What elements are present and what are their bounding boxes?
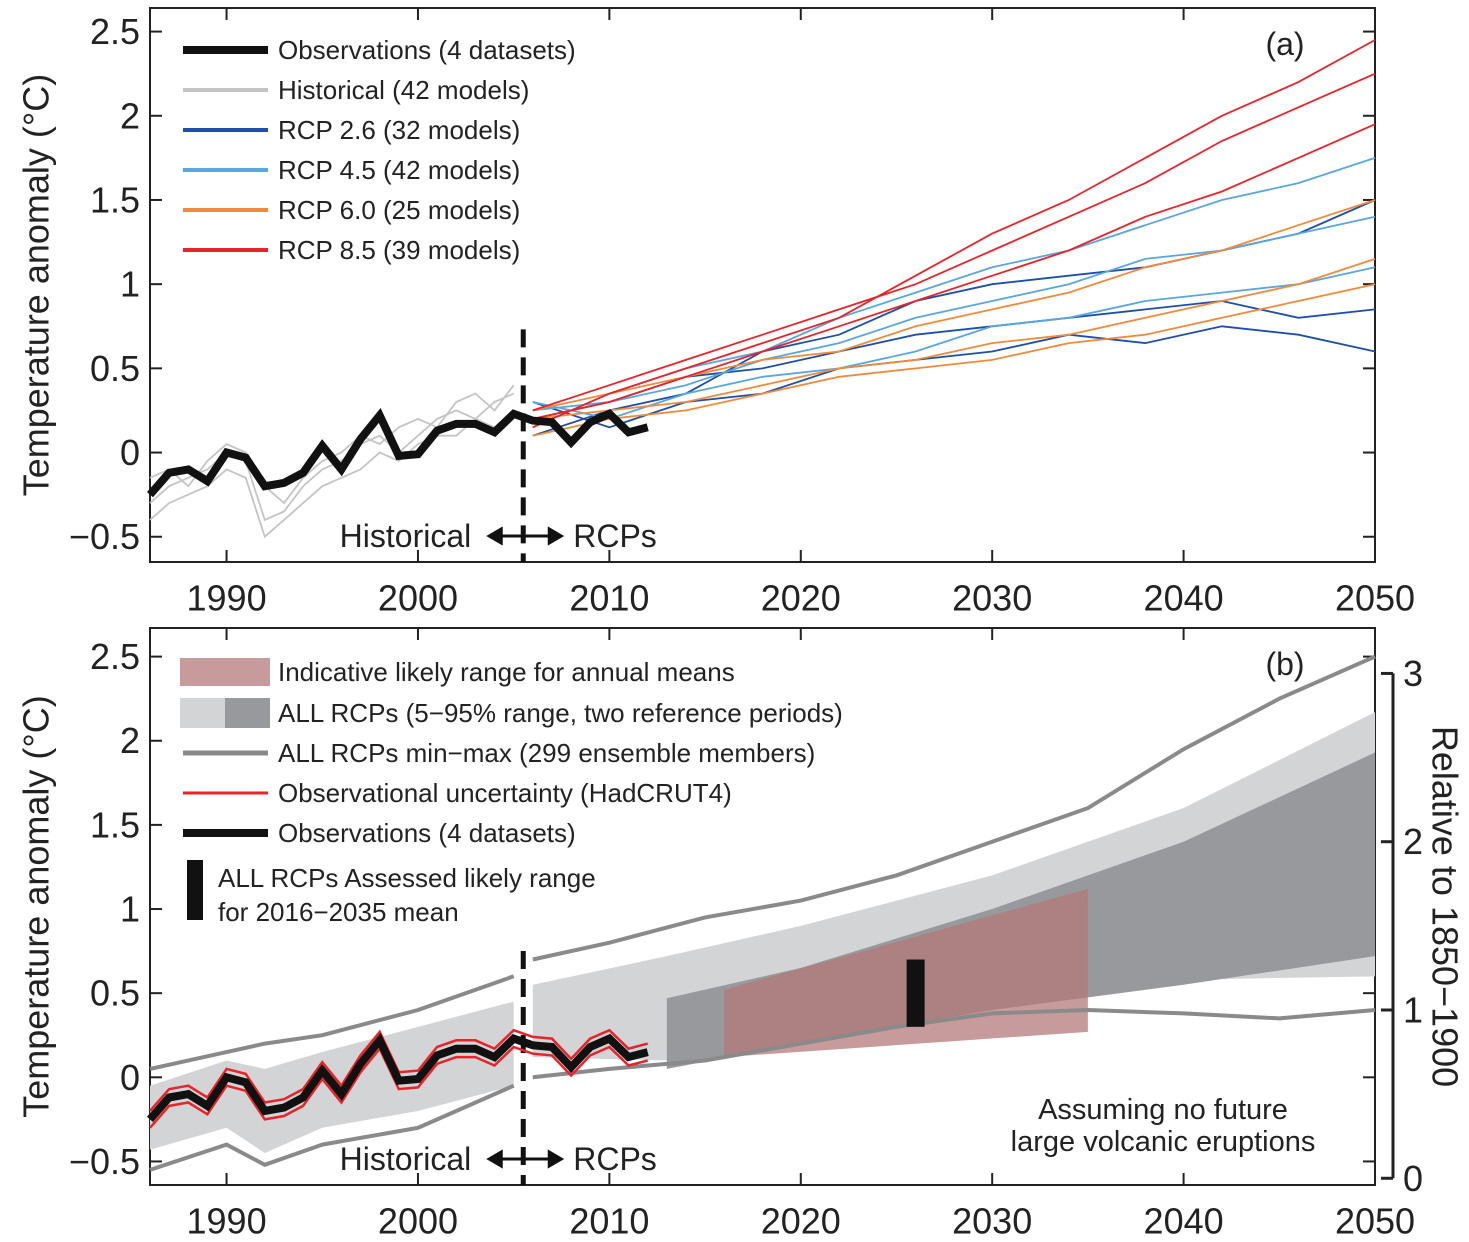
legend-label: Observational uncertainty (HadCRUT4) — [278, 778, 732, 808]
y-tick-label: 0 — [120, 432, 140, 473]
x-tick-label: 2050 — [1335, 1201, 1415, 1242]
annotation: large volcanic eruptions — [1011, 1126, 1316, 1158]
x-tick-label: 2040 — [1144, 1201, 1224, 1242]
x-tick-label: 2050 — [1335, 578, 1415, 619]
annotation: RCPs — [573, 518, 657, 554]
y2-tick-label: 0 — [1403, 1158, 1423, 1199]
model-line — [532, 258, 1376, 420]
legend-label: RCP 6.0 (25 models) — [278, 195, 520, 225]
legend-label: ALL RCPs min−max (299 ensemble members) — [278, 738, 815, 768]
x-tick-label: 2040 — [1144, 578, 1224, 619]
y-tick-label: −0.5 — [69, 516, 140, 557]
annotation: RCPs — [573, 1141, 657, 1177]
legend-swatch — [180, 658, 270, 686]
y-tick-label: 0 — [120, 1057, 140, 1098]
annotation: Historical — [340, 1141, 472, 1177]
x-tick-label: 2030 — [952, 578, 1032, 619]
model-line — [532, 215, 1376, 412]
model-line — [532, 199, 1376, 412]
x-tick-label: 2010 — [569, 578, 649, 619]
annotation: Historical — [340, 518, 472, 554]
y-tick-label: 0.5 — [90, 348, 140, 389]
model-line — [532, 266, 1376, 420]
legend-label: RCP 2.6 (32 models) — [278, 115, 520, 145]
legend-label: Indicative likely range for annual means — [278, 657, 735, 687]
model-line — [149, 384, 515, 505]
y2-tick-label: 1 — [1403, 989, 1423, 1030]
y-tick-label: 2.5 — [90, 11, 140, 52]
legend-label: for 2016−2035 mean — [218, 897, 459, 927]
y2-axis-label: Relative to 1850−1900 — [1425, 726, 1466, 1087]
arrow — [486, 526, 565, 546]
y-tick-label: −0.5 — [69, 1141, 140, 1182]
y-tick-label: 1.5 — [90, 804, 140, 845]
y2-tick-label: 3 — [1403, 653, 1423, 694]
observation-line — [146, 408, 649, 498]
min-max-line — [149, 1007, 1376, 1172]
y-tick-label: 1 — [120, 264, 140, 305]
arrow — [486, 1149, 565, 1169]
x-tick-label: 2010 — [569, 1201, 649, 1242]
legend-label: ALL RCPs Assessed likely range — [218, 863, 596, 893]
model-line — [532, 325, 1376, 429]
y-tick-label: 1 — [120, 889, 140, 930]
y-tick-label: 2 — [120, 720, 140, 761]
legend-swatch — [187, 860, 203, 920]
legend-label: RCP 8.5 (39 models) — [278, 235, 520, 265]
model-line — [532, 72, 1376, 412]
x-tick-label: 2000 — [378, 578, 458, 619]
y-axis-label: Temperature anomaly (°C) — [16, 695, 57, 1118]
y-axis-label: Temperature anomaly (°C) — [16, 74, 57, 497]
legend-swatch — [225, 698, 270, 728]
x-tick-label: 2030 — [952, 1201, 1032, 1242]
x-tick-label: 2020 — [761, 1201, 841, 1242]
y-tick-label: 2.5 — [90, 636, 140, 677]
x-tick-label: 2000 — [378, 1201, 458, 1242]
x-tick-label: 1990 — [187, 578, 267, 619]
model-line — [149, 392, 515, 522]
legend-label: Historical (42 models) — [278, 75, 529, 105]
model-line — [532, 123, 1376, 420]
assessed-likely-bar — [906, 959, 925, 1027]
annotation: Assuming no future — [1038, 1094, 1288, 1126]
legend-label: Observations (4 datasets) — [278, 818, 576, 848]
legend-label: ALL RCPs (5−95% range, two reference per… — [278, 698, 843, 728]
obs-uncertainty-line — [149, 1045, 649, 1129]
y2-tick-label: 2 — [1403, 821, 1423, 862]
model-line — [532, 39, 1376, 429]
panel-label: (a) — [1265, 26, 1304, 62]
x-tick-label: 1990 — [187, 1201, 267, 1242]
model-line — [532, 283, 1376, 437]
y-tick-label: 0.5 — [90, 973, 140, 1014]
legend-swatch — [180, 698, 225, 728]
y-tick-label: 1.5 — [90, 179, 140, 220]
panel-label: (b) — [1265, 646, 1304, 682]
range-band-light — [150, 712, 1375, 1154]
x-tick-label: 2020 — [761, 578, 841, 619]
legend-label: Observations (4 datasets) — [278, 35, 576, 65]
observation-line — [146, 1032, 649, 1123]
min-max-line — [149, 654, 1376, 1071]
y-tick-label: 2 — [120, 95, 140, 136]
legend-label: RCP 4.5 (42 models) — [278, 155, 520, 185]
